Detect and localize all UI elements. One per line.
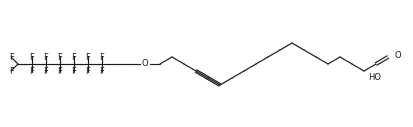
Text: F: F (99, 52, 104, 61)
Text: F: F (85, 67, 90, 75)
Text: F: F (99, 67, 104, 75)
Text: F: F (71, 52, 76, 61)
Text: F: F (29, 67, 34, 75)
Text: F: F (9, 67, 14, 75)
Text: F: F (43, 67, 48, 75)
Text: O: O (141, 60, 148, 68)
Text: F: F (29, 52, 34, 61)
Text: F: F (57, 67, 62, 75)
Text: F: F (57, 52, 62, 61)
Text: F: F (9, 52, 14, 61)
Text: F: F (71, 67, 76, 75)
Text: F: F (43, 52, 48, 61)
Text: F: F (85, 52, 90, 61)
Text: O: O (394, 52, 400, 60)
Text: HO: HO (367, 74, 380, 83)
